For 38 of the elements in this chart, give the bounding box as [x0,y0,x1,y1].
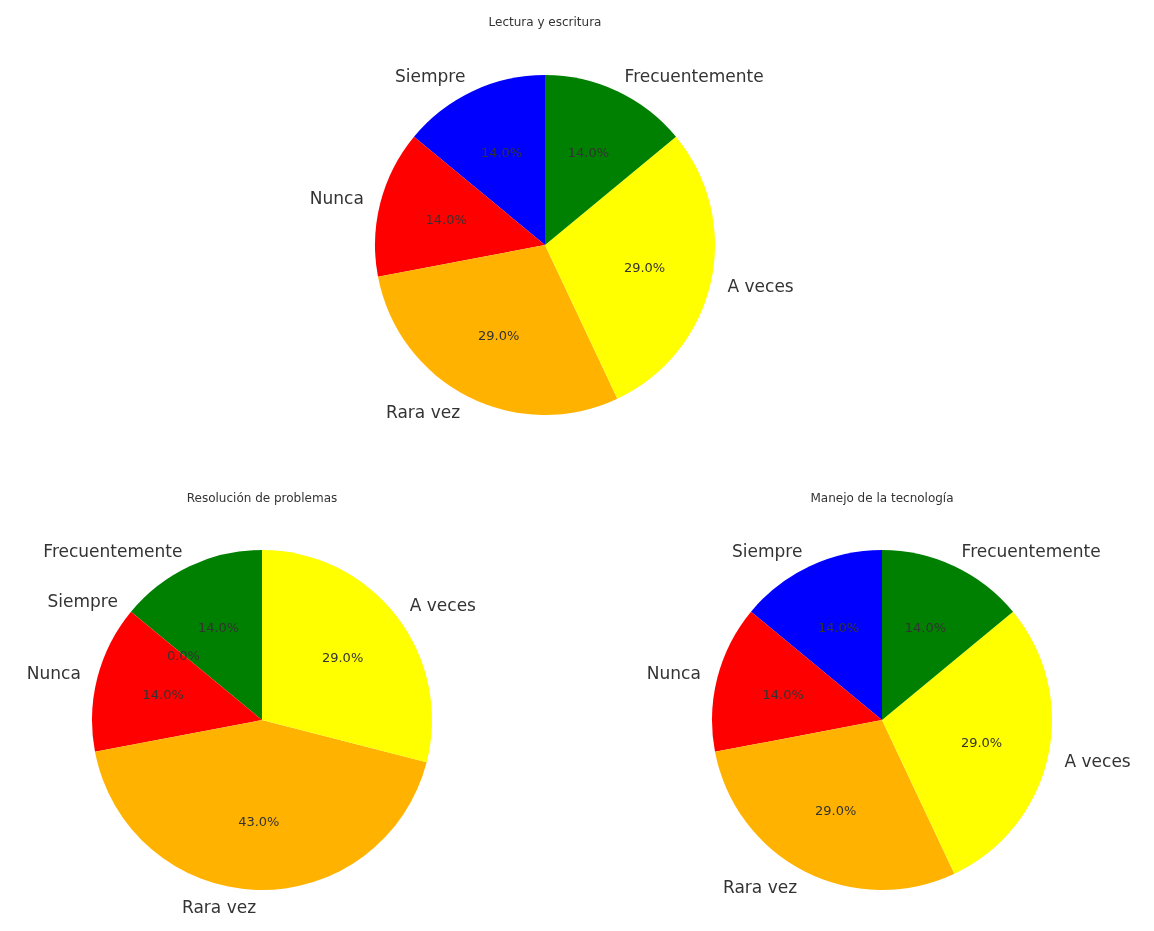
data-label: 29.0% [321,650,364,666]
slice-label: Nunca [646,663,701,684]
pie-slice [92,611,262,752]
data-label: 29.0% [623,259,666,275]
slice-label: A veces [409,595,477,616]
data-label: 14.0% [197,620,240,636]
pie-slice [375,136,545,277]
pie-slice [545,136,715,399]
data-label: 29.0% [478,328,520,344]
slice-label: Rara vez [182,896,257,917]
data-label: 43.0% [238,814,280,830]
slice-label: Nunca [309,188,364,209]
data-label: 14.0% [904,620,947,636]
pie-slice [712,611,882,752]
slice-label: A veces [727,275,794,296]
slice-label: A veces [1064,750,1131,771]
data-label: 14.0% [480,145,523,161]
slice-label: Rara vez [722,876,798,897]
category-label: Siempre [47,590,118,611]
slice-label: Nunca [26,663,81,684]
slice-label: Siempre [394,65,466,86]
data-label: 14.0% [425,212,467,228]
chart-title: Lectura y escritura [488,15,602,29]
slice-label: Siempre [731,540,803,561]
pie-slice [882,611,1052,874]
data-label: 14.0% [762,687,804,703]
data-label: 29.0% [815,803,857,819]
pie-slice [95,720,427,890]
slice-label: Rara vez [385,401,461,422]
data-label: 14.0% [817,620,860,636]
chart-title: Resolución de problemas [186,491,338,505]
slice-label: Frecuentemente [961,540,1101,561]
data-label: 14.0% [142,687,184,703]
chart-title: Manejo de la tecnología [810,491,954,505]
slice-label: Frecuentemente [624,65,764,86]
data-label: 14.0% [567,145,610,161]
data-label: 29.0% [960,734,1003,750]
slice-label: Frecuentemente [43,540,183,561]
